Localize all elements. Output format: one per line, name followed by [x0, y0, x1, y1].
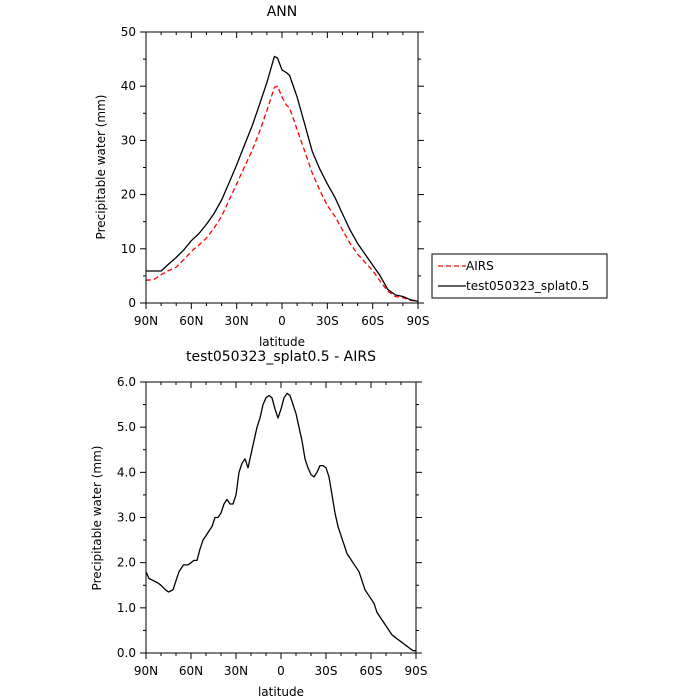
- x-tick-label: 30N: [225, 314, 249, 328]
- x-tick-label: 0: [278, 314, 286, 328]
- chart-title: ANN: [267, 4, 298, 20]
- series-line-airs: [145, 85, 419, 303]
- panel-mean: ANN Precipitable water (mm) latitude 90N…: [94, 4, 429, 349]
- y-tick-label: 3.0: [117, 511, 136, 525]
- x-tick-label: 60S: [360, 664, 383, 678]
- y-axis-label: Precipitable water (mm): [90, 446, 104, 591]
- y-tick-label: 0.0: [117, 646, 136, 660]
- x-axis-label: latitude: [258, 685, 304, 699]
- plot-frame: [145, 381, 417, 654]
- x-tick-label: 0: [277, 664, 285, 678]
- series-layer: [145, 392, 416, 652]
- x-tick-label: 60N: [179, 314, 203, 328]
- y-tick-label: 2.0: [117, 556, 136, 570]
- y-tick-label: 20: [121, 188, 136, 202]
- y-tick-label: 5.0: [117, 420, 136, 434]
- axis-ticks: 90N 60N 30N 0 30S 60S 90S 0 10 20 30 40 50: [121, 25, 430, 328]
- series-line-test050323-splat0-5: [146, 55, 419, 303]
- y-axis-label: Precipitable water (mm): [94, 95, 108, 240]
- series-layer: [145, 55, 419, 303]
- x-tick-label: 60S: [361, 314, 384, 328]
- y-tick-label: 40: [121, 79, 136, 93]
- y-tick-label: 6.0: [117, 375, 136, 389]
- axis-ticks: 90N 60N 30N 0 30S 60S 90S 0.0 1.0 2.0 3.0 4.0 5.0 6.0: [117, 375, 428, 678]
- legend-label-model: test050323_splat0.5: [466, 279, 589, 293]
- y-tick-label: 1.0: [117, 601, 136, 615]
- panel-difference: test050323_splat0.5 - AIRS Precipitable …: [90, 349, 427, 699]
- legend: AIRS test050323_splat0.5: [431, 253, 608, 299]
- legend-box: [431, 253, 608, 299]
- y-tick-label: 0: [128, 296, 136, 310]
- x-axis-label: latitude: [259, 335, 305, 349]
- y-tick-label: 10: [121, 242, 136, 256]
- x-tick-label: 60N: [179, 664, 203, 678]
- y-tick-label: 4.0: [117, 465, 136, 479]
- legend-label-airs: AIRS: [466, 259, 494, 273]
- x-tick-label: 90S: [407, 314, 430, 328]
- x-tick-label: 30N: [224, 664, 248, 678]
- plot-frame: [145, 31, 419, 304]
- y-tick-label: 50: [121, 25, 136, 39]
- x-tick-label: 90N: [134, 664, 158, 678]
- x-tick-label: 30S: [315, 664, 338, 678]
- chart-title: test050323_splat0.5 - AIRS: [186, 349, 376, 365]
- x-tick-label: 90S: [405, 664, 428, 678]
- x-tick-label: 30S: [316, 314, 339, 328]
- y-tick-label: 30: [121, 133, 136, 147]
- x-tick-label: 90N: [134, 314, 158, 328]
- series-line-difference-0: [145, 392, 416, 652]
